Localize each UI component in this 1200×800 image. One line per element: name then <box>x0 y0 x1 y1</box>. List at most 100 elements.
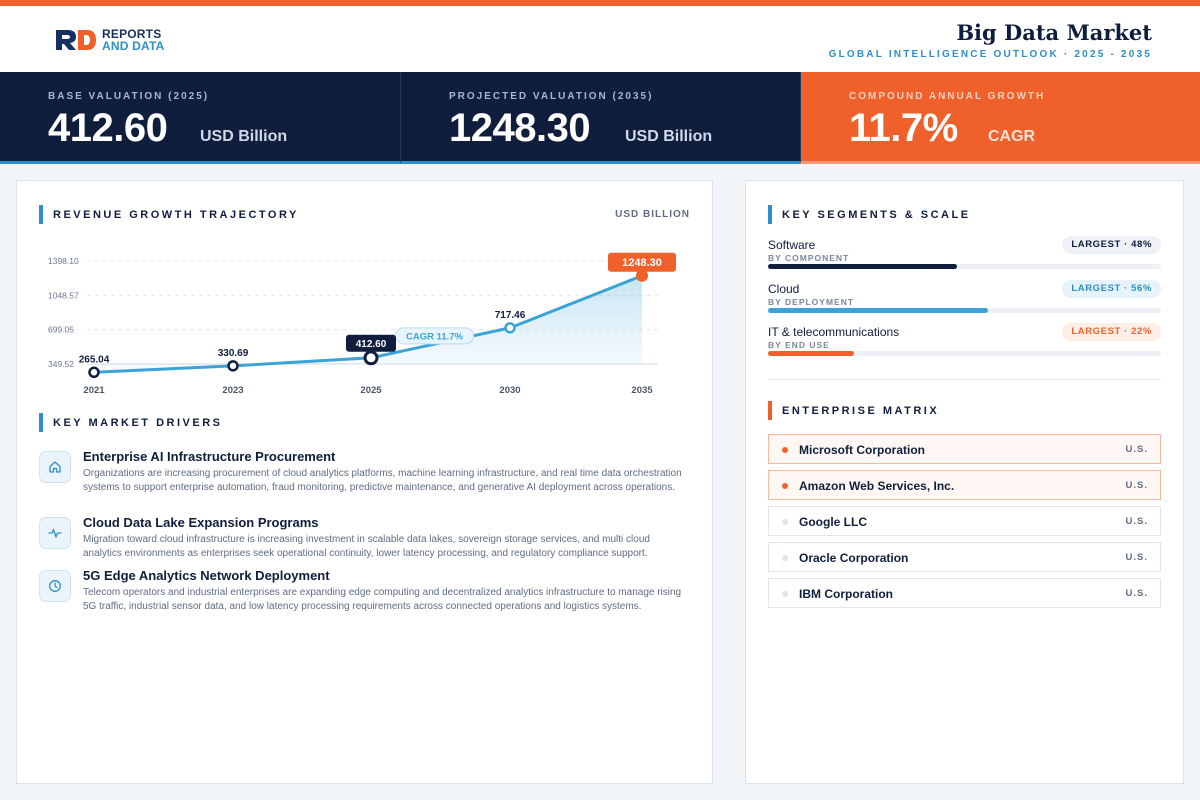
page-header: REPORTS AND DATA Big Data Market GLOBAL … <box>0 6 1200 72</box>
data-point <box>363 350 379 366</box>
y-tick-label: 349.52 <box>48 359 74 369</box>
segment-bar-fill <box>768 308 989 313</box>
kpi-strip: BASE VALUATION (2025) 412.60 USD Billion… <box>0 72 1200 164</box>
segment-badge: LARGEST · 48% <box>1062 236 1161 254</box>
segment-name: Software <box>768 238 816 252</box>
enterprise-row[interactable]: Google LLC U.S. <box>768 506 1161 536</box>
data-label: 1248.30 <box>622 257 662 269</box>
status-dot <box>782 447 788 453</box>
x-tick-label: 2021 <box>83 385 105 396</box>
growth-card: REVENUE GROWTH TRAJECTORY USD BILLION 13… <box>16 180 713 784</box>
brand-logo-icon <box>56 30 96 50</box>
enterprise-country: U.S. <box>1125 444 1148 455</box>
brand-name: REPORTS AND DATA <box>102 28 164 52</box>
kpi-label: COMPOUND ANNUAL GROWTH <box>849 91 1046 102</box>
home-icon <box>39 451 71 483</box>
brand-logo[interactable]: REPORTS AND DATA <box>54 28 164 52</box>
clock-icon <box>39 570 71 602</box>
x-tick-label: 2025 <box>360 385 382 396</box>
enterprise-row[interactable]: Oracle Corporation U.S. <box>768 542 1161 572</box>
enterprise-row[interactable]: Microsoft Corporation U.S. <box>768 434 1161 464</box>
data-label-badge <box>608 252 676 272</box>
brand-line-1: REPORTS <box>102 27 162 41</box>
x-tick-label: 2023 <box>222 385 243 396</box>
segment-category: BY COMPONENT <box>768 253 850 263</box>
enterprise-country: U.S. <box>1125 480 1148 491</box>
enterprise-country: U.S. <box>1125 588 1148 599</box>
segments-card: KEY SEGMENTS & SCALE Software BY COMPONE… <box>745 180 1184 784</box>
data-point <box>227 360 239 372</box>
data-point <box>88 366 100 379</box>
segment-name: Cloud <box>768 282 800 296</box>
segment-row: IT & telecommunications BY END USE LARGE… <box>768 323 1161 365</box>
enterprise-name: IBM Corporation <box>799 587 893 601</box>
brand-line-2: AND DATA <box>102 39 165 53</box>
enterprise-row[interactable]: Amazon Web Services, Inc. U.S. <box>768 470 1161 500</box>
area-fill <box>94 275 642 373</box>
kpi-value: 412.60 <box>48 106 168 150</box>
kpi-cagr: COMPOUND ANNUAL GROWTH 11.7% CAGR <box>800 72 1200 164</box>
kpi-value: 11.7% <box>849 106 958 150</box>
data-point <box>636 269 648 282</box>
top-accent-bar <box>0 0 1200 6</box>
y-tick-label: 1048.57 <box>48 290 79 300</box>
data-label: 330.69 <box>218 348 249 359</box>
driver-title: 5G Edge Analytics Network Deployment <box>83 568 330 583</box>
segment-category: BY END USE <box>768 340 830 350</box>
segment-bar-fill <box>768 264 957 269</box>
driver-description: Telecom operators and industrial enterpr… <box>83 587 682 612</box>
segment-bar-track <box>768 264 1161 269</box>
page-title: Big Data Market <box>956 20 1152 45</box>
chart-unit-label: USD BILLION <box>615 209 690 220</box>
segment-category: BY DEPLOYMENT <box>768 297 855 307</box>
data-label: 717.46 <box>495 310 526 321</box>
kpi-unit: USD Billion <box>200 128 288 145</box>
segment-bar-track <box>768 351 1161 356</box>
enterprise-country: U.S. <box>1125 516 1148 527</box>
y-tick-label: 1398.10 <box>48 256 79 266</box>
kpi-unit: CAGR <box>988 128 1036 145</box>
segment-badge: LARGEST · 56% <box>1062 280 1161 298</box>
drivers-section-title: KEY MARKET DRIVERS <box>39 413 222 432</box>
enterprise-name: Microsoft Corporation <box>799 443 925 457</box>
growth-section-title: REVENUE GROWTH TRAJECTORY <box>39 205 299 224</box>
revenue-growth-chart: 1398.10 1048.57 699.05 349.52 CAGR 11.7% 265.… <box>48 252 676 396</box>
cagr-annotation-pill <box>395 327 474 345</box>
segment-row: Cloud BY DEPLOYMENT LARGEST · 56% <box>768 280 1161 322</box>
pulse-icon <box>39 517 71 549</box>
kpi-projected-valuation: PROJECTED VALUATION (2035) 1248.30 USD B… <box>400 72 800 164</box>
section-divider <box>768 379 1161 380</box>
kpi-value: 1248.30 <box>449 106 591 150</box>
status-dot <box>782 519 788 525</box>
enterprise-country: U.S. <box>1125 552 1148 563</box>
page-subtitle: GLOBAL INTELLIGENCE OUTLOOK · 2025 - 203… <box>828 49 1152 60</box>
data-label: 412.60 <box>356 339 387 350</box>
x-tick-label: 2035 <box>631 385 653 396</box>
kpi-label: PROJECTED VALUATION (2035) <box>449 91 654 102</box>
data-label: 265.04 <box>79 354 110 365</box>
x-tick-label: 2030 <box>499 385 520 396</box>
segment-badge: LARGEST · 22% <box>1062 323 1161 341</box>
status-dot <box>782 555 788 561</box>
segment-row: Software BY COMPONENT LARGEST · 48% <box>768 236 1161 278</box>
kpi-label: BASE VALUATION (2025) <box>48 91 210 102</box>
status-dot <box>782 483 788 489</box>
driver-description: Migration toward cloud infrastructure is… <box>83 534 650 559</box>
segment-name: IT & telecommunications <box>768 325 900 339</box>
enterprise-row[interactable]: IBM Corporation U.S. <box>768 578 1161 608</box>
cagr-annotation: CAGR 11.7% <box>406 331 464 342</box>
status-dot <box>782 591 788 597</box>
driver-title: Cloud Data Lake Expansion Programs <box>83 515 319 530</box>
enterprise-name: Amazon Web Services, Inc. <box>799 479 955 493</box>
segment-bar-fill <box>768 351 855 356</box>
driver-title: Enterprise AI Infrastructure Procurement <box>83 449 336 464</box>
segment-bar-track <box>768 308 1161 313</box>
enterprise-section-title: ENTERPRISE MATRIX <box>768 401 939 420</box>
enterprise-name: Oracle Corporation <box>799 551 909 565</box>
segments-section-title: KEY SEGMENTS & SCALE <box>768 205 971 224</box>
enterprise-name: Google LLC <box>799 515 867 529</box>
y-tick-label: 699.05 <box>48 325 74 335</box>
driver-description: Organizations are increasing procurement… <box>83 468 682 493</box>
kpi-base-valuation: BASE VALUATION (2025) 412.60 USD Billion <box>0 72 400 164</box>
data-point <box>504 322 516 334</box>
